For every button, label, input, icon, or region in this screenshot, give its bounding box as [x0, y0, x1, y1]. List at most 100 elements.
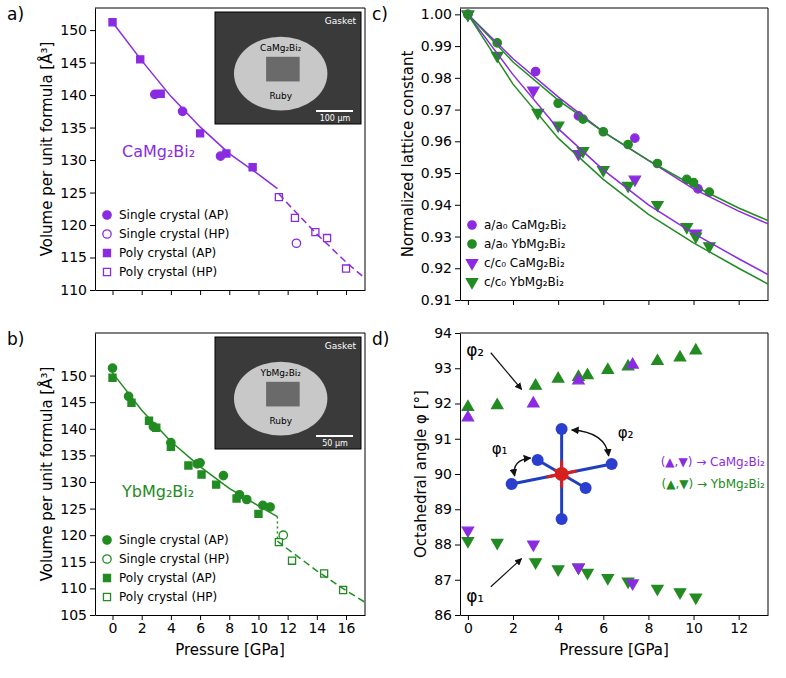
y-tick: 110: [60, 580, 95, 596]
fit-line: [113, 373, 278, 517]
y-tick-mark: [455, 78, 460, 79]
y-axis-title: Volume per unit formula [Å³]: [37, 42, 56, 257]
x-tick-mark: [513, 300, 514, 305]
x-tick: 12: [730, 615, 748, 636]
x-tick-mark: [288, 290, 289, 295]
legend-item: Poly crystal (AP): [103, 246, 216, 260]
panel-label: d): [372, 329, 389, 349]
y-tick-label: 140: [60, 421, 87, 437]
y-tick-label: 0.93: [421, 229, 452, 245]
x-tick-label: 8: [644, 620, 653, 636]
y-tick-mark: [455, 268, 460, 269]
legend-marker: [103, 574, 110, 581]
x-tick: [171, 290, 172, 295]
y-tick-label: 135: [60, 120, 87, 136]
x-tick: [739, 300, 740, 305]
legend-label: Single crystal (AP): [119, 533, 229, 547]
data-point: [528, 87, 539, 97]
x-tick-label: 6: [599, 620, 608, 636]
x-tick-label: 0: [109, 620, 118, 636]
x-tick-label: 10: [250, 620, 268, 636]
data-point: [631, 134, 639, 142]
y-tick-label: 125: [60, 501, 87, 517]
y-tick-mark: [90, 290, 95, 291]
y-tick: 140: [60, 421, 95, 437]
data-point: [690, 344, 701, 354]
x-tick: [558, 300, 559, 305]
data-point: [652, 355, 663, 365]
atom: [606, 458, 618, 470]
y-axis-line: [95, 9, 96, 291]
x-tick: 0: [464, 615, 473, 636]
y-axis-line: [460, 9, 461, 301]
y-tick: 115: [60, 554, 95, 570]
x-tick-label: 10: [685, 620, 703, 636]
y-tick-mark: [455, 205, 460, 206]
data-point: [233, 495, 240, 502]
x-tick-mark: [113, 290, 114, 295]
x-axis: [96, 290, 366, 295]
y-tick: 0.99: [421, 38, 460, 54]
x-tick-label: 2: [509, 620, 518, 636]
y-tick-label: 0.99: [421, 38, 452, 54]
inset-background: [215, 12, 361, 124]
legend-label: Poly crystal (HP): [119, 265, 217, 279]
x-tick: 8: [644, 615, 653, 636]
data-point: [652, 585, 663, 595]
y-tick-label: 87: [434, 572, 452, 588]
y-tick-mark: [90, 128, 95, 129]
data-point: [528, 541, 539, 551]
panel: 110115120125130135140145150GasketCaMg₂Bi…: [37, 8, 365, 298]
y-tick-mark: [455, 46, 460, 47]
data-point: [553, 566, 564, 576]
x-tick: 6: [196, 615, 205, 636]
y-tick: 0.93: [421, 229, 460, 245]
y-tick: 92: [434, 395, 460, 411]
frame-top: [460, 333, 768, 334]
legend-item: Single crystal (HP): [103, 227, 230, 241]
x-axis-title: Pressure [GPa]: [559, 641, 669, 659]
y-tick-mark: [455, 173, 460, 174]
y-tick: 87: [434, 572, 460, 588]
octahedron: φ₁φ₂: [492, 423, 634, 525]
angle-arrow: [514, 458, 530, 476]
y-tick: 120: [60, 527, 95, 543]
x-tick-mark: [171, 290, 172, 295]
atom: [506, 478, 518, 490]
legend-label: Poly crystal (HP): [119, 590, 217, 604]
panel-label: b): [7, 329, 24, 349]
y-tick-mark: [455, 509, 460, 510]
x-tick-mark: [346, 290, 347, 295]
y-tick-mark: [90, 63, 95, 64]
y-tick-label: 92: [434, 395, 452, 411]
data-point: [530, 559, 541, 569]
y-tick-mark: [455, 333, 460, 334]
x-tick-mark: [558, 300, 559, 305]
legend-marker: [468, 221, 476, 229]
y-tick: 0.95: [421, 165, 460, 181]
panel: 024681012868788899091929394φ₁φ₂φ₂φ₁(▲,▼)…: [412, 325, 768, 659]
data-point: [582, 569, 593, 579]
x-tick-mark: [317, 290, 318, 295]
fit-line: [468, 14, 768, 220]
frame-top: [95, 8, 365, 9]
y-tick-label: 88: [434, 536, 452, 552]
x-tick: 0: [109, 615, 118, 636]
y-tick-mark: [455, 615, 460, 616]
atom: [580, 482, 592, 494]
inset-chamber: [234, 37, 327, 111]
y-tick: 145: [60, 394, 95, 410]
data-point: [185, 462, 192, 469]
x-tick-label: 6: [196, 620, 205, 636]
legend-marker: [103, 211, 111, 219]
annotation-arrow: [491, 559, 522, 587]
x-tick: [200, 290, 201, 295]
center-atom: [555, 467, 569, 481]
legend-item: c/c₀ YbMg₂Bi₂: [466, 275, 564, 289]
y-tick-mark: [455, 580, 460, 581]
x-tick: 2: [509, 615, 518, 636]
legend-marker: [466, 279, 477, 289]
y-tick-mark: [455, 545, 460, 546]
y-tick-mark: [90, 160, 95, 161]
y-tick-mark: [90, 588, 95, 589]
